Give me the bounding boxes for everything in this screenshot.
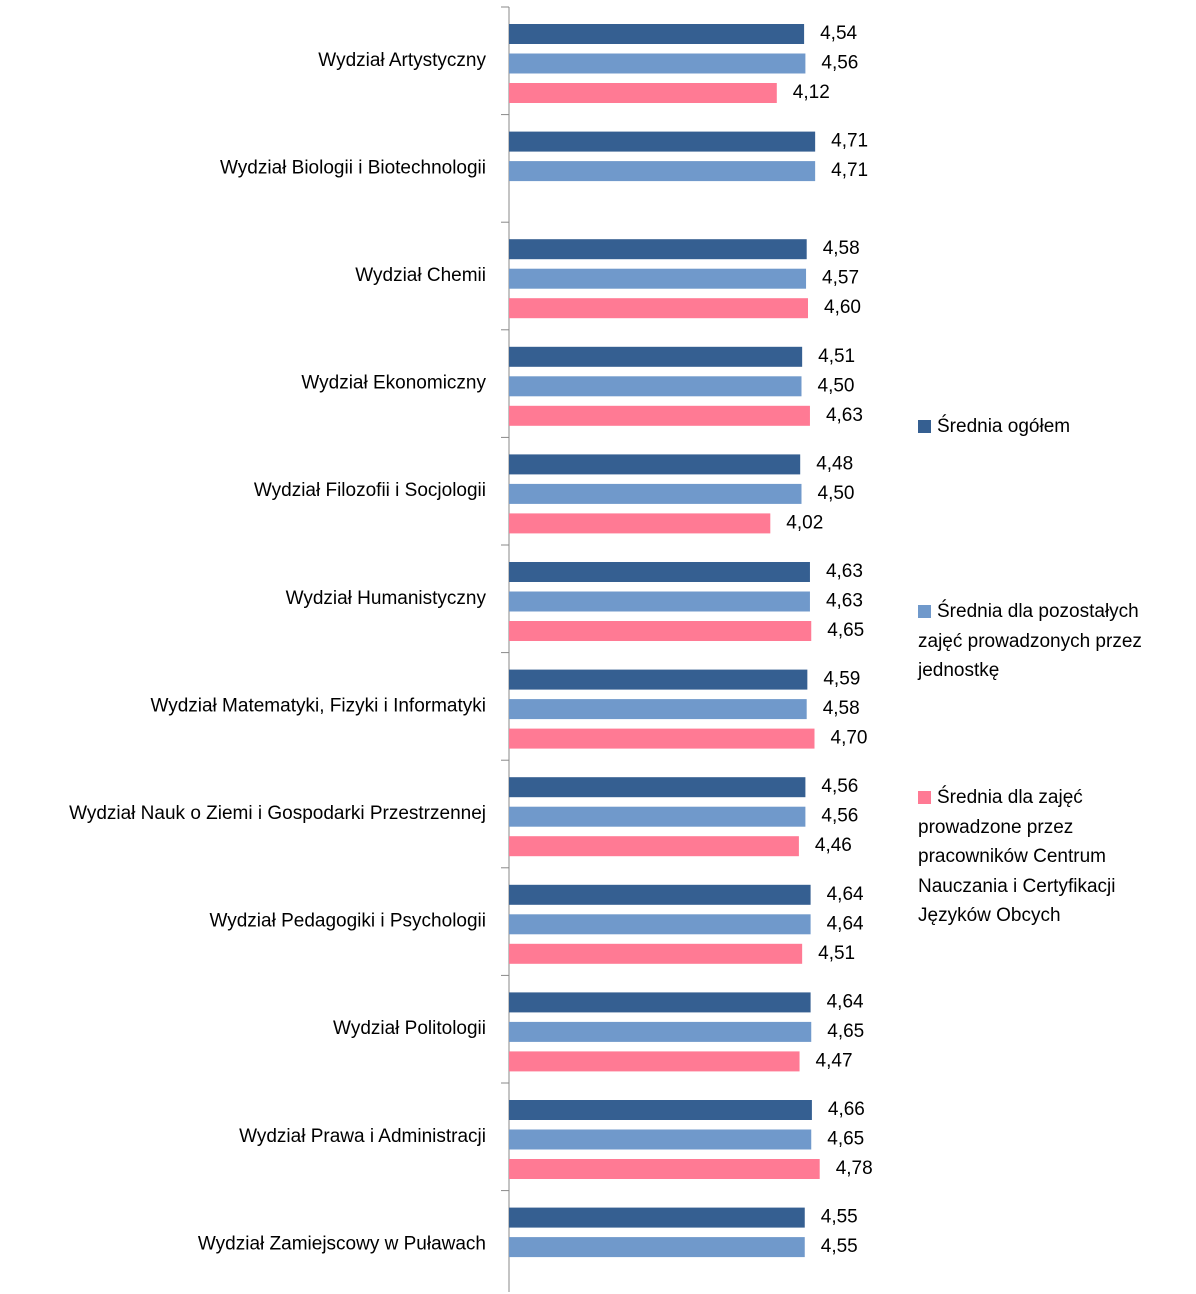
- bar: [509, 1021, 812, 1042]
- bar: [509, 376, 802, 397]
- value-label: 4,65: [827, 1129, 864, 1150]
- value-label: 4,58: [823, 698, 860, 719]
- bar: [509, 1237, 805, 1258]
- value-label: 4,65: [827, 1021, 864, 1042]
- bar: [509, 24, 805, 44]
- bar: [509, 943, 803, 964]
- legend-item: Średnia dla pozostałych zajęć prowadzony…: [918, 597, 1188, 686]
- value-label: 4,71: [831, 131, 868, 152]
- category-label: Wydział Politologii: [333, 1018, 486, 1039]
- value-label: 4,50: [818, 375, 855, 396]
- value-label: 4,63: [826, 561, 863, 582]
- value-label: 4,65: [827, 620, 864, 641]
- value-label: 4,70: [831, 728, 868, 749]
- bar: [509, 699, 807, 720]
- category-label: Wydział Nauk o Ziemi i Gospodarki Przest…: [69, 803, 486, 824]
- value-label: 4,46: [815, 835, 852, 856]
- bar: [509, 483, 802, 504]
- value-label: 4,56: [821, 776, 858, 797]
- value-label: 4,57: [822, 268, 859, 289]
- legend-swatch: [918, 605, 931, 618]
- category-label: Wydział Filozofii i Socjologii: [254, 480, 486, 501]
- legend-swatch: [918, 791, 931, 804]
- value-label: 4,48: [816, 453, 853, 474]
- legend-swatch: [918, 420, 931, 433]
- category-label: Wydział Pedagogiki i Psychologii: [209, 911, 486, 932]
- bar: [509, 669, 808, 690]
- value-label: 4,55: [821, 1207, 858, 1228]
- category-label: Wydział Humanistyczny: [286, 588, 487, 609]
- bar: [509, 454, 801, 475]
- bar: [509, 298, 808, 319]
- value-label: 4,56: [821, 53, 858, 74]
- value-label: 4,12: [793, 82, 830, 103]
- bar: [509, 914, 811, 935]
- bar: [509, 562, 810, 582]
- value-label: 4,63: [826, 405, 863, 426]
- bar: [509, 268, 807, 289]
- bar: [509, 83, 777, 103]
- value-label: 4,64: [827, 991, 864, 1012]
- bar: [509, 1129, 812, 1150]
- bar: [509, 591, 810, 612]
- value-label: 4,58: [823, 238, 860, 259]
- bar: [509, 346, 803, 367]
- legend-item: Średnia ogółem: [918, 412, 1188, 442]
- bar: [509, 131, 816, 152]
- value-label: 4,02: [786, 512, 823, 533]
- bar: [509, 1051, 800, 1072]
- category-label: Wydział Zamiejscowy w Puławach: [198, 1233, 486, 1254]
- legend-item: Średnia dla zajęć prowadzone przez praco…: [918, 783, 1188, 931]
- value-label: 4,54: [820, 23, 857, 44]
- value-label: 4,51: [818, 943, 855, 964]
- value-label: 4,64: [827, 913, 864, 934]
- bar: [509, 806, 806, 827]
- bar: [509, 1100, 812, 1120]
- bar: [509, 513, 771, 534]
- category-label: Wydział Biologii i Biotechnologii: [220, 157, 486, 178]
- category-label: Wydział Matematyki, Fizyki i Informatyki: [150, 695, 486, 716]
- value-label: 4,51: [818, 346, 855, 367]
- bar: [509, 836, 799, 857]
- bar: [509, 239, 807, 260]
- value-label: 4,60: [824, 297, 861, 318]
- value-label: 4,50: [818, 483, 855, 504]
- category-label: Wydział Artystyczny: [318, 50, 486, 71]
- bar: [509, 621, 812, 641]
- value-label: 4,64: [827, 884, 864, 905]
- value-label: 4,66: [828, 1099, 865, 1120]
- value-label: 4,47: [816, 1050, 853, 1071]
- bar: [509, 1159, 820, 1179]
- value-label: 4,56: [821, 806, 858, 827]
- bar: [509, 405, 810, 426]
- legend-label: Średnia dla zajęć prowadzone przez praco…: [918, 787, 1116, 926]
- bar: [509, 53, 806, 74]
- bar: [509, 777, 806, 798]
- value-label: 4,71: [831, 160, 868, 181]
- value-label: 4,59: [823, 669, 860, 690]
- category-label: Wydział Prawa i Administracji: [239, 1126, 486, 1147]
- bar: [509, 1207, 805, 1228]
- bar: [509, 992, 811, 1013]
- value-label: 4,55: [821, 1236, 858, 1257]
- legend-label: Średnia dla pozostałych zajęć prowadzony…: [918, 601, 1142, 681]
- bar: [509, 161, 816, 182]
- bar: [509, 884, 811, 905]
- category-label: Wydział Ekonomiczny: [301, 373, 486, 394]
- category-label: Wydział Chemii: [355, 265, 486, 286]
- value-label: 4,78: [836, 1158, 873, 1179]
- value-label: 4,63: [826, 591, 863, 612]
- legend-label: Średnia ogółem: [937, 416, 1071, 437]
- bar: [509, 728, 815, 749]
